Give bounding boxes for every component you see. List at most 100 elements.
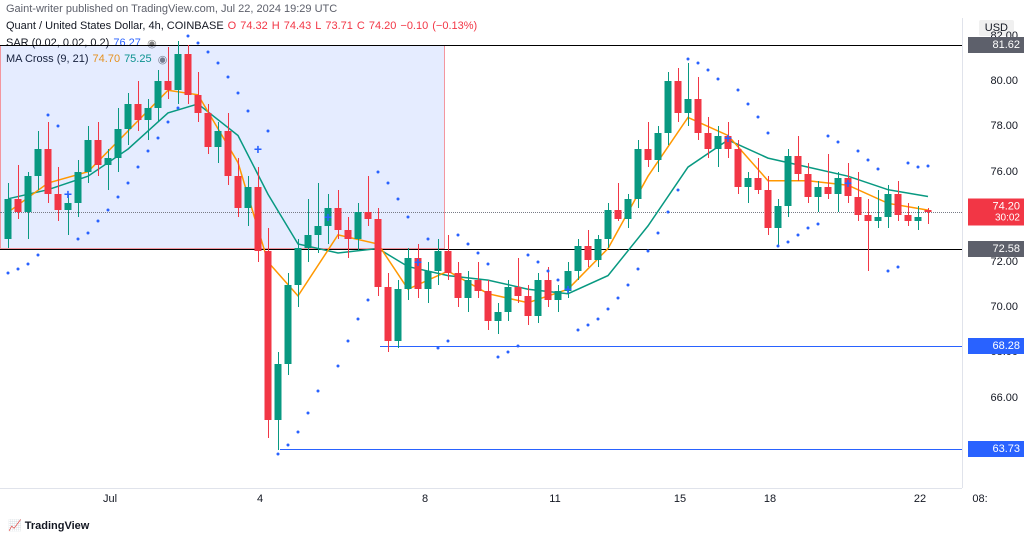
sar-dot	[427, 238, 430, 241]
price-tick: 80.00	[990, 75, 1018, 87]
sar-dot	[47, 114, 50, 117]
sar-dot	[767, 132, 770, 135]
sar-dot	[477, 252, 480, 255]
sar-dot	[217, 62, 220, 65]
sar-dot	[247, 109, 250, 112]
sar-dot	[787, 240, 790, 243]
publish-info: Gaint-writer published on TradingView.co…	[6, 3, 337, 15]
sar-dot	[347, 340, 350, 343]
sar-dot	[17, 267, 20, 270]
sar-dot	[447, 340, 450, 343]
time-tick: 08:	[972, 493, 987, 505]
sar-dot	[717, 78, 720, 81]
sar-dot	[737, 89, 740, 92]
sar-dot	[97, 220, 100, 223]
sar-dot	[827, 134, 830, 137]
sar-dot	[687, 57, 690, 60]
tradingview-icon: 📈	[8, 520, 22, 532]
sar-dot	[607, 308, 610, 311]
sar-dot	[617, 297, 620, 300]
horizontal-line	[0, 212, 962, 213]
sar-dot	[597, 317, 600, 320]
sar-dot	[917, 166, 920, 169]
sar-dot	[237, 91, 240, 94]
sar-dot	[337, 364, 340, 367]
sar-dot	[297, 430, 300, 433]
sar-dot	[7, 272, 10, 275]
sar-cross-icon: +	[253, 144, 263, 154]
sar-dot	[267, 129, 270, 132]
time-axis[interactable]: Jul481115182208:	[0, 488, 962, 520]
sar-dot	[357, 317, 360, 320]
time-tick: 18	[764, 493, 776, 505]
horizontal-line	[280, 449, 962, 450]
horizontal-line	[0, 45, 962, 46]
sar-cross-icon: +	[323, 212, 333, 222]
sar-dot	[757, 116, 760, 119]
sar-dot	[77, 238, 80, 241]
sar-dot	[187, 35, 190, 38]
price-label: 72.58	[968, 241, 1024, 257]
price-tick: 70.00	[990, 301, 1018, 313]
sar-dot	[517, 344, 520, 347]
sar-dot	[527, 254, 530, 257]
time-tick: Jul	[103, 493, 117, 505]
time-tick: 4	[257, 493, 263, 505]
sar-dot	[127, 181, 130, 184]
price-tick: 76.00	[990, 166, 1018, 178]
sar-cross-icon: +	[843, 178, 853, 188]
price-tick: 66.00	[990, 392, 1018, 404]
sar-dot	[667, 211, 670, 214]
sar-dot	[407, 215, 410, 218]
sar-dot	[807, 227, 810, 230]
sar-dot	[927, 164, 930, 167]
sar-dot	[747, 102, 750, 105]
attribution: 📈 TradingView	[8, 519, 89, 532]
sar-dot	[647, 249, 650, 252]
attribution-text: TradingView	[25, 520, 90, 532]
price-axis[interactable]: 82.0080.0078.0076.0072.0070.0068.0066.00…	[962, 18, 1024, 488]
sar-dot	[57, 125, 60, 128]
sar-dot	[547, 270, 550, 273]
sar-dot	[497, 355, 500, 358]
sar-dot	[697, 62, 700, 65]
sar-dot	[137, 166, 140, 169]
sar-dot	[507, 351, 510, 354]
sar-dot	[197, 41, 200, 44]
sar-dot	[467, 242, 470, 245]
sar-dot	[457, 233, 460, 236]
sar-dot	[207, 50, 210, 53]
sar-dot	[147, 150, 150, 153]
sar-dot	[437, 346, 440, 349]
sar-cross-icon: +	[413, 257, 423, 267]
sar-cross-icon: +	[723, 133, 733, 143]
horizontal-line	[380, 346, 962, 347]
price-label: 63.73	[968, 441, 1024, 457]
sar-dot	[837, 141, 840, 144]
sar-dot	[657, 231, 660, 234]
sar-dot	[157, 136, 160, 139]
time-tick: 22	[914, 493, 926, 505]
sar-dot	[867, 159, 870, 162]
sar-dot	[377, 170, 380, 173]
time-tick: 11	[549, 493, 560, 505]
sar-dot	[307, 412, 310, 415]
price-label: 74.2030:02	[968, 199, 1024, 226]
sar-dot	[907, 161, 910, 164]
sar-dot	[287, 444, 290, 447]
sar-dot	[27, 263, 30, 266]
sar-dot	[367, 299, 370, 302]
sar-dot	[707, 68, 710, 71]
sar-dot	[537, 261, 540, 264]
sar-dot	[387, 181, 390, 184]
sar-dot	[887, 270, 890, 273]
sar-dot	[177, 107, 180, 110]
sar-dot	[817, 222, 820, 225]
price-tick: 78.00	[990, 120, 1018, 132]
sar-cross-icon: +	[563, 284, 573, 294]
plot-area[interactable]: +++++++	[0, 18, 962, 488]
sar-dot	[227, 75, 230, 78]
sar-dot	[557, 279, 560, 282]
price-label: 68.28	[968, 338, 1024, 354]
sar-dot	[107, 209, 110, 212]
